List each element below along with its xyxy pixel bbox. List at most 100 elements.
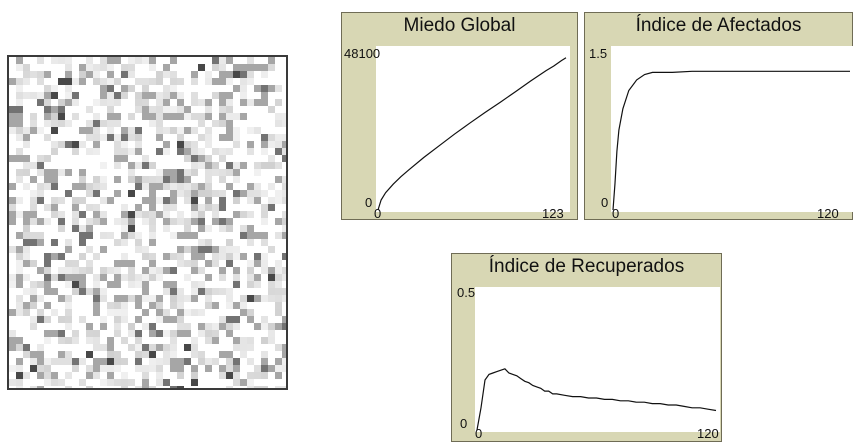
- patch-cell: [170, 113, 177, 120]
- patch-cell: [219, 323, 226, 330]
- patch-cell: [191, 218, 198, 225]
- patch-cell: [177, 295, 184, 302]
- patch-cell: [79, 239, 86, 246]
- patch-cell: [177, 127, 184, 134]
- patch-cell: [177, 78, 184, 85]
- patch-cell: [170, 92, 177, 99]
- patch-cell: [156, 113, 163, 120]
- patch-cell: [226, 246, 233, 253]
- patch-cell: [100, 365, 107, 372]
- patch-cell: [100, 183, 107, 190]
- patch-cell: [163, 351, 170, 358]
- patch-cell: [198, 351, 205, 358]
- patch-cell: [275, 218, 282, 225]
- patch-cell: [268, 295, 275, 302]
- patch-cell: [86, 246, 93, 253]
- patch-cell: [205, 323, 212, 330]
- patch-cell: [37, 92, 44, 99]
- patch-cell: [65, 92, 72, 99]
- patch-cell: [142, 295, 149, 302]
- patch-cell: [282, 120, 286, 127]
- patch-cell: [219, 190, 226, 197]
- patch-cell: [247, 344, 254, 351]
- patch-cell: [37, 169, 44, 176]
- patch-cell: [121, 211, 128, 218]
- patch-cell: [268, 330, 275, 337]
- world-view[interactable]: [7, 55, 288, 390]
- patch-cell: [170, 344, 177, 351]
- patch-cell: [170, 106, 177, 113]
- patch-cell: [191, 78, 198, 85]
- patch-cell: [219, 246, 226, 253]
- y-max-label: 48100: [344, 46, 381, 61]
- patch-cell: [128, 162, 135, 169]
- patch-cell: [205, 302, 212, 309]
- patch-cell: [37, 281, 44, 288]
- patch-cell: [240, 295, 247, 302]
- patch-cell: [177, 113, 184, 120]
- patch-cell: [149, 351, 156, 358]
- patch-cell: [226, 295, 233, 302]
- patch-cell: [44, 71, 51, 78]
- patch-cell: [107, 232, 114, 239]
- patch-cell: [16, 365, 23, 372]
- patch-cell: [184, 323, 191, 330]
- patch-cell: [268, 323, 275, 330]
- patch-cell: [142, 372, 149, 379]
- patch-cell: [16, 155, 23, 162]
- patch-cell: [226, 358, 233, 365]
- x-max-label: 123: [542, 206, 564, 221]
- patch-cell: [170, 288, 177, 295]
- patch-cell: [198, 358, 205, 365]
- patch-cell: [163, 218, 170, 225]
- patch-cell: [149, 176, 156, 183]
- patch-cell: [275, 386, 282, 388]
- patch-cell: [121, 309, 128, 316]
- patch-cell: [184, 190, 191, 197]
- patch-cell: [184, 246, 191, 253]
- patch-cell: [226, 351, 233, 358]
- patch-cell: [198, 99, 205, 106]
- patch-cell: [9, 379, 16, 386]
- patch-cell: [177, 218, 184, 225]
- patch-cell: [72, 274, 79, 281]
- patch-cell: [170, 295, 177, 302]
- patch-cell: [16, 127, 23, 134]
- patch-cell: [282, 183, 286, 190]
- patch-cell: [107, 302, 114, 309]
- patch-cell: [163, 267, 170, 274]
- patch-cell: [219, 148, 226, 155]
- patch-cell: [163, 330, 170, 337]
- y-min-label: 0: [601, 195, 609, 210]
- patch-cell: [135, 134, 142, 141]
- patch-cell: [156, 295, 163, 302]
- patch-cell: [240, 113, 247, 120]
- patch-cell: [135, 281, 142, 288]
- patch-cell: [156, 197, 163, 204]
- patch-cell: [86, 323, 93, 330]
- patch-cell: [114, 295, 121, 302]
- patch-cell: [212, 211, 219, 218]
- patch-cell: [114, 190, 121, 197]
- patch-cell: [142, 386, 149, 388]
- patch-cell: [142, 274, 149, 281]
- patch-cell: [149, 162, 156, 169]
- patch-cell: [170, 127, 177, 134]
- patch-cell: [142, 267, 149, 274]
- patch-cell: [37, 386, 44, 388]
- patch-cell: [86, 386, 93, 388]
- patch-cell: [16, 232, 23, 239]
- patch-cell: [37, 99, 44, 106]
- patch-cell: [247, 239, 254, 246]
- patch-cell: [30, 302, 37, 309]
- patch-cell: [275, 162, 282, 169]
- patch-cell: [240, 78, 247, 85]
- patch-cell: [135, 358, 142, 365]
- patch-cell: [107, 64, 114, 71]
- patch-cell: [163, 204, 170, 211]
- patch-cell: [247, 148, 254, 155]
- patch-cell: [23, 141, 30, 148]
- plot-miedo-global: Miedo Global 48100 0 0 123: [341, 12, 578, 220]
- patch-cell: [254, 127, 261, 134]
- patch-cell: [191, 190, 198, 197]
